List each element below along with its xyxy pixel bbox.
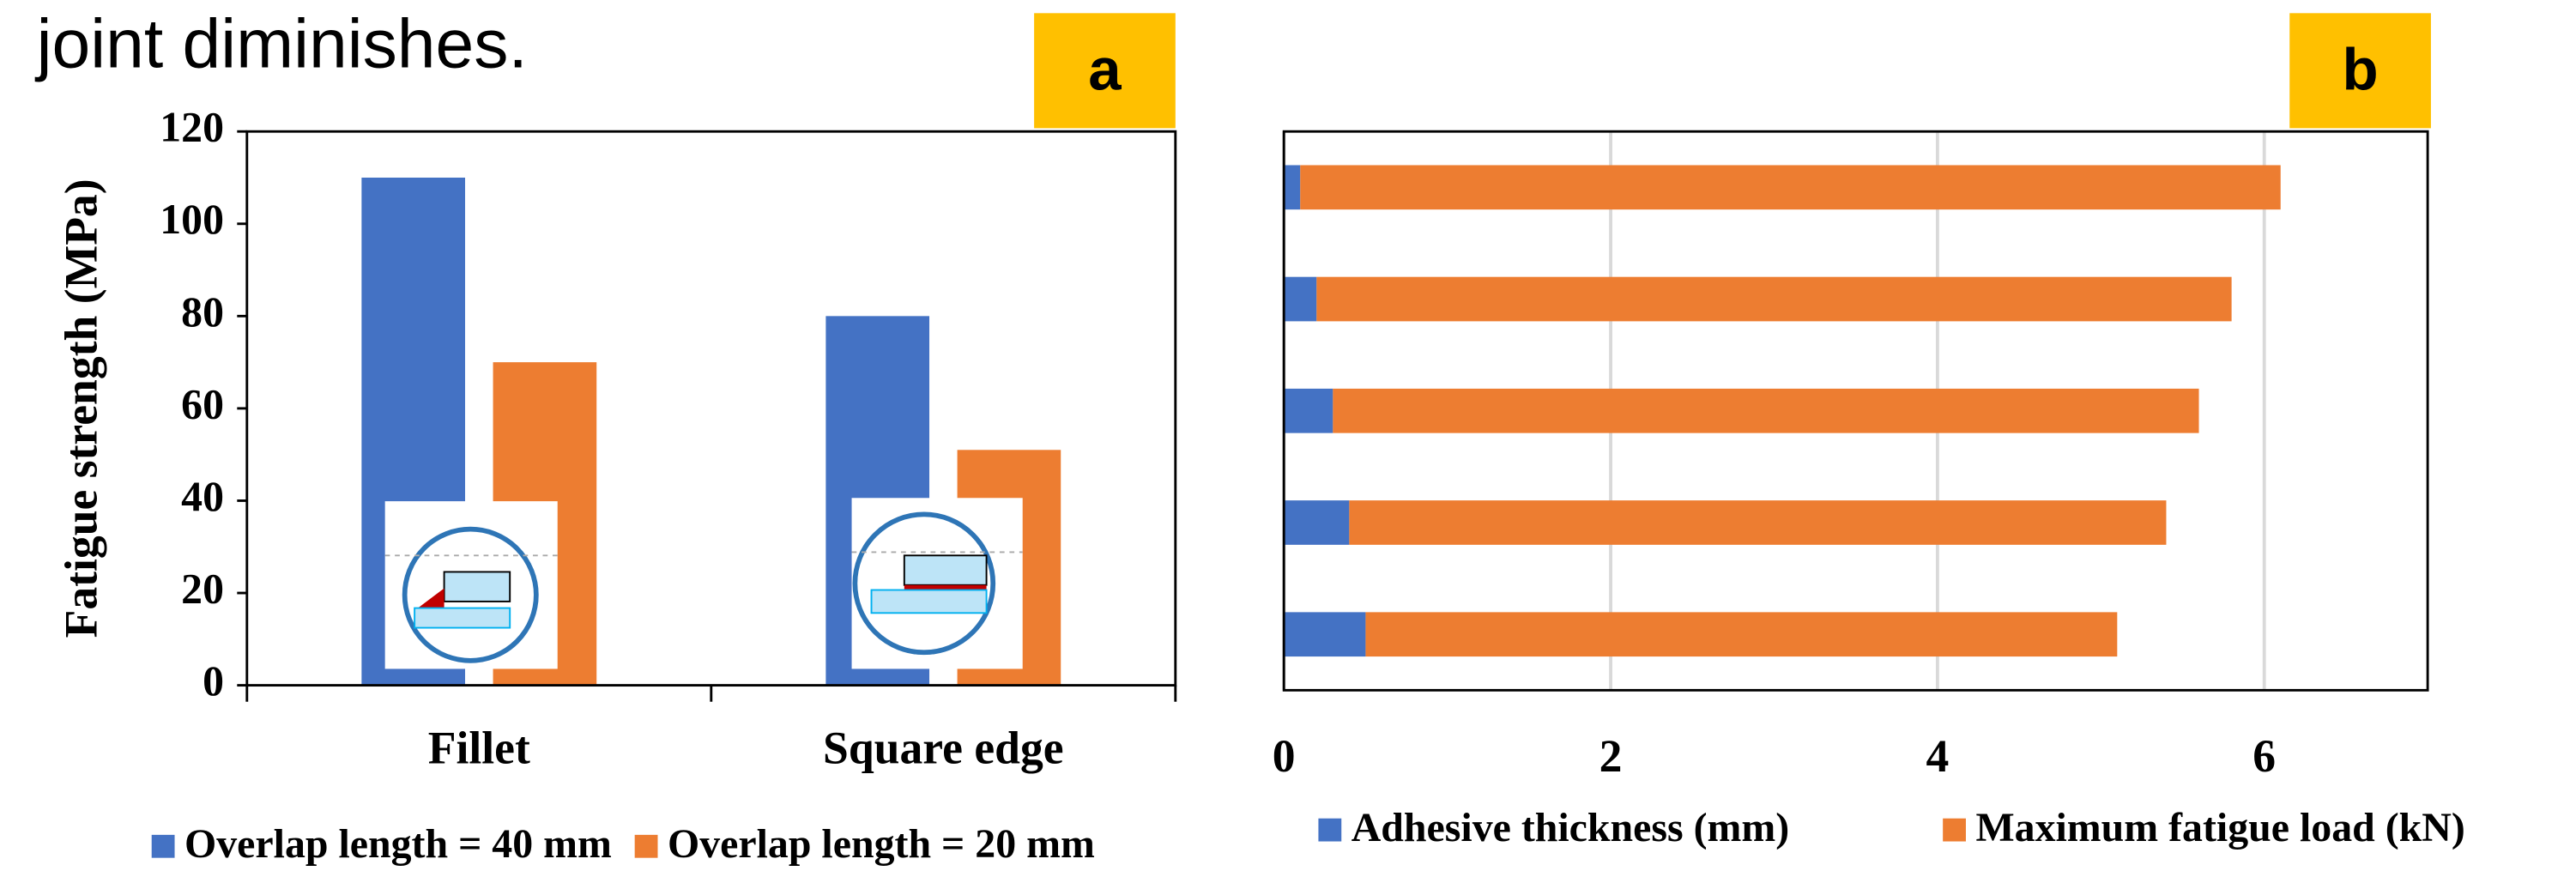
x-tick-label: 0: [1273, 730, 1296, 782]
bar-segment: [1284, 500, 1349, 545]
bar-segment: [1349, 500, 2166, 545]
y-tick-label: 20: [181, 565, 224, 612]
marks-b: [1284, 165, 2281, 656]
figure: joint diminishes. 020406080100120FilletS…: [0, 0, 2576, 871]
legend-swatch: [1943, 819, 1966, 842]
x-tick-label: 2: [1599, 730, 1623, 782]
panel-label: b: [2343, 36, 2379, 102]
bar-segment: [1365, 612, 2117, 656]
insets: [385, 498, 1023, 668]
legend-swatch: [635, 835, 658, 858]
legend-label: Adhesive thickness (mm): [1351, 805, 1790, 850]
y-tick-label: 60: [181, 380, 224, 427]
bar-segment: [1333, 389, 2198, 433]
legend-swatch: [1318, 819, 1341, 842]
bar-segment: [1284, 389, 1333, 433]
y-tick-label: 120: [160, 104, 224, 151]
inset-plate: [872, 590, 987, 614]
legend-label: Maximum fatigue load (kN): [1975, 805, 2464, 850]
header-text: joint diminishes.: [35, 6, 528, 83]
panel-label: a: [1088, 36, 1122, 102]
y-tick-label: 80: [181, 288, 224, 336]
bar-segment: [1300, 165, 2280, 209]
x-tick-label: Square edge: [823, 722, 1063, 773]
y-tick-label: 0: [203, 657, 224, 705]
legend-swatch: [152, 835, 175, 858]
x-tick-label: 4: [1926, 730, 1949, 782]
bar-segment: [1284, 277, 1316, 322]
bar-segment: [1316, 277, 2231, 322]
legend-label: Overlap length = 20 mm: [668, 821, 1095, 867]
page: {"header": {"text": "joint diminishes."}…: [0, 0, 2576, 871]
y-tick-label: 40: [181, 473, 224, 520]
inset-plate: [904, 555, 987, 584]
bar-segment: [1284, 612, 1365, 656]
x-tick-label: Fillet: [428, 722, 530, 773]
x-tick-label: 6: [2252, 730, 2276, 782]
bar-segment: [1284, 165, 1300, 209]
legend-label: Overlap length = 40 mm: [184, 821, 612, 867]
y-axis-title: Fatigue strength (MPa): [55, 178, 106, 638]
inset-plate: [444, 572, 511, 601]
axes-a: 0 20 40 60 80 100 120 Fillet Square edge Fatigue …: [55, 13, 1175, 867]
y-tick-label: 100: [160, 196, 224, 243]
inset-plate: [414, 608, 510, 628]
